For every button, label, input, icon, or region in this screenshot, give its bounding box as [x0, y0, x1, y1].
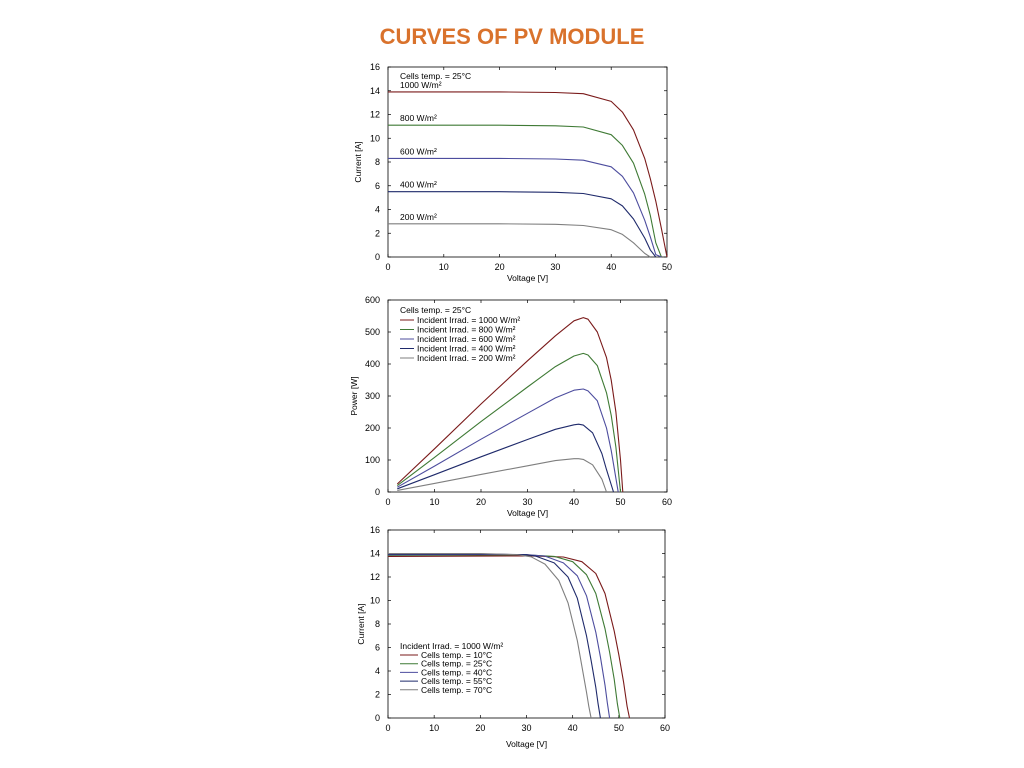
x-tick-label: 20	[476, 497, 486, 507]
legend-label: Incident Irrad. = 400 W/m²	[417, 344, 516, 354]
y-tick-label: 6	[375, 643, 380, 653]
x-axis-label: Voltage [V]	[506, 739, 547, 749]
legend-label: Incident Irrad. = 600 W/m²	[417, 334, 516, 344]
y-tick-label: 14	[370, 86, 380, 96]
legend-label: Cells temp. = 55°C	[421, 676, 492, 686]
series-line	[388, 91, 668, 258]
legend-label: Cells temp. = 25°C	[421, 659, 492, 669]
series-line	[388, 191, 657, 258]
y-tick-label: 8	[375, 619, 380, 629]
legend-label: Cells temp. = 10°C	[421, 650, 492, 660]
y-tick-label: 600	[365, 295, 380, 305]
x-tick-label: 20	[475, 723, 485, 733]
x-tick-label: 0	[385, 497, 390, 507]
y-tick-label: 300	[365, 391, 380, 401]
series-line	[396, 352, 622, 493]
x-tick-label: 0	[385, 723, 390, 733]
y-axis-label: Power [W]	[349, 376, 359, 415]
series-label: 800 W/m²	[400, 113, 437, 123]
chart-annotation: Incident Irrad. = 1000 W/m²	[400, 641, 503, 651]
x-tick-label: 40	[569, 497, 579, 507]
x-tick-label: 30	[521, 723, 531, 733]
series-line	[397, 388, 619, 493]
y-tick-label: 500	[365, 327, 380, 337]
x-tick-label: 60	[660, 723, 670, 733]
x-tick-label: 60	[662, 497, 672, 507]
y-tick-label: 200	[365, 423, 380, 433]
legend-label: Incident Irrad. = 800 W/m²	[417, 325, 516, 335]
x-tick-label: 20	[495, 262, 505, 272]
x-tick-label: 10	[429, 497, 439, 507]
legend-label: Cells temp. = 70°C	[421, 685, 492, 695]
chart-annotation: Cells temp. = 25°C	[400, 305, 471, 315]
series-line	[396, 317, 624, 493]
series-line	[388, 223, 651, 258]
y-tick-label: 4	[375, 666, 380, 676]
iv-temperature-chart: 0 10 20 30 40 50 60 0 2 4 6 8 10 12 14 16 Voltage [V] Cur…	[356, 525, 670, 749]
x-tick-label: 40	[606, 262, 616, 272]
x-axis-label: Voltage [V]	[507, 273, 548, 283]
series-line	[388, 157, 662, 258]
y-tick-label: 400	[365, 359, 380, 369]
y-tick-label: 2	[375, 228, 380, 238]
x-tick-label: 30	[522, 497, 532, 507]
y-tick-label: 12	[370, 110, 380, 120]
legend-label: Incident Irrad. = 200 W/m²	[417, 353, 516, 363]
y-tick-label: 10	[370, 133, 380, 143]
y-tick-label: 0	[375, 487, 380, 497]
x-tick-label: 0	[385, 262, 390, 272]
series-line	[397, 423, 615, 493]
x-tick-label: 50	[662, 262, 672, 272]
x-tick-label: 50	[615, 497, 625, 507]
chart-annotation: Cells temp. = 25°C	[400, 71, 471, 81]
series-line	[388, 552, 592, 719]
series-line	[387, 555, 631, 719]
y-tick-label: 0	[375, 713, 380, 723]
series-label: 200 W/m²	[400, 212, 437, 222]
y-tick-label: 2	[375, 690, 380, 700]
x-tick-label: 10	[429, 723, 439, 733]
y-axis-label: Current [A]	[353, 141, 363, 182]
series-label: 400 W/m²	[400, 180, 437, 190]
power-irradiance-chart: 0 10 20 30 40 50 600100200300400500600Voltage …	[349, 295, 672, 518]
y-tick-label: 8	[375, 157, 380, 167]
series-line	[388, 124, 662, 258]
series-line	[387, 553, 601, 719]
y-tick-label: 10	[370, 596, 380, 606]
legend-label: Cells temp. = 40°C	[421, 667, 492, 677]
x-axis-label: Voltage [V]	[507, 508, 548, 518]
series-line	[397, 458, 608, 493]
y-tick-label: 12	[370, 572, 380, 582]
x-tick-label: 50	[614, 723, 624, 733]
series-label: 600 W/m²	[400, 146, 437, 156]
x-tick-label: 10	[439, 262, 449, 272]
x-tick-label: 40	[568, 723, 578, 733]
x-tick-label: 30	[550, 262, 560, 272]
y-tick-label: 6	[375, 181, 380, 191]
y-tick-label: 16	[370, 62, 380, 72]
y-tick-label: 100	[365, 455, 380, 465]
series-label: 1000 W/m²	[400, 80, 442, 90]
plot-frame	[387, 66, 668, 258]
y-tick-label: 4	[375, 205, 380, 215]
y-tick-label: 0	[375, 252, 380, 262]
page-title: CURVES OF PV MODULE	[379, 24, 645, 49]
y-tick-label: 14	[370, 549, 380, 559]
y-tick-label: 16	[370, 525, 380, 535]
legend-label: Incident Irrad. = 1000 W/m²	[417, 315, 520, 325]
iv-irradiance-chart: 0 10 20 30 40 50 0 2 4 6 8 10 12 14 16 Voltage [V] Curre…	[353, 62, 672, 283]
y-axis-label: Current [A]	[356, 603, 366, 644]
